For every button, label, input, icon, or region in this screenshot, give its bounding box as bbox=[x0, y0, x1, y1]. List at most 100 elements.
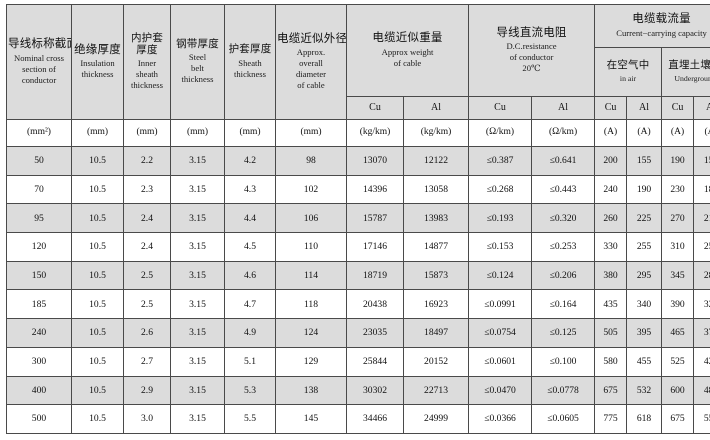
table-cell: 4.9 bbox=[224, 318, 276, 348]
table-cell: 20438 bbox=[346, 289, 404, 320]
table-cell: 320 bbox=[693, 289, 710, 320]
header-steel-belt-thickness-en: Steel belt thickness bbox=[181, 52, 214, 85]
table-cell: 3.15 bbox=[170, 260, 225, 291]
unit-cell: (A) bbox=[594, 119, 628, 147]
table-cell: 390 bbox=[661, 289, 695, 320]
table-cell: 3.15 bbox=[170, 375, 225, 406]
table-cell: 102 bbox=[275, 174, 347, 205]
header-in-air: 在空气中 in air bbox=[594, 47, 663, 97]
table-cell: 330 bbox=[594, 232, 628, 262]
table-cell: 3.15 bbox=[170, 203, 225, 234]
unit-label: (kg/km) bbox=[359, 127, 391, 138]
table-cell: 190 bbox=[626, 174, 663, 205]
table-cell: 13058 bbox=[402, 174, 470, 205]
table-cell: 5.5 bbox=[224, 404, 276, 434]
table-cell: ≤0.641 bbox=[531, 146, 596, 176]
table-cell: ≤0.153 bbox=[468, 232, 533, 262]
table-cell: 98 bbox=[275, 146, 347, 176]
table-cell: 10.5 bbox=[71, 404, 124, 434]
table-cell: 10.5 bbox=[71, 289, 124, 320]
header-inner-sheath-thickness: 内护套 厚度 Inner sheath thickness bbox=[123, 4, 171, 120]
cell-nominal-cross-section: 70 bbox=[6, 174, 72, 205]
table-row: 400 10.5 2.9 3.15 5.3 138 30302 22713 ≤0.0470 ≤0.… bbox=[6, 375, 710, 406]
cell-nominal-cross-section: 400 bbox=[6, 375, 72, 406]
cell-nominal-cross-section: 50 bbox=[6, 146, 72, 176]
table-cell: 395 bbox=[626, 318, 663, 348]
table-cell: ≤0.0754 bbox=[468, 318, 533, 348]
unit-cell: (mm) bbox=[224, 119, 276, 147]
header-weight-cu: Cu bbox=[346, 96, 404, 120]
header-air-cu: Cu bbox=[594, 96, 628, 120]
header-inner-sheath-thickness-cn: 内护套 厚度 bbox=[130, 32, 164, 56]
table-cell: ≤0.0991 bbox=[468, 289, 533, 320]
table-cell: 150 bbox=[693, 146, 710, 176]
header-current-carrying-capacity: 电缆载流量 Current−carrying capacity bbox=[594, 4, 710, 48]
table-cell: 465 bbox=[661, 318, 695, 348]
table-cell: 106 bbox=[275, 203, 347, 234]
unit-cell: (Ω/km) bbox=[531, 119, 596, 147]
cell-nominal-cross-section: 120 bbox=[6, 232, 72, 262]
unit-label: (mm²) bbox=[27, 127, 51, 138]
table-cell: 3.15 bbox=[170, 346, 225, 377]
table-cell: ≤0.0366 bbox=[468, 404, 533, 434]
table-cell: 12122 bbox=[402, 146, 470, 176]
table-cell: ≤0.193 bbox=[468, 203, 533, 234]
header-nominal-cross-section: 导线标称截面 Nominal cross section of conducto… bbox=[6, 4, 72, 120]
table-row: 185 10.5 2.5 3.15 4.7 118 20438 16923 ≤0.0991 ≤0.… bbox=[6, 289, 710, 320]
table-body: 50 10.5 2.2 3.15 4.2 98 13070 12122 ≤0.387 ≤0.641… bbox=[6, 146, 710, 434]
header-in-air-en: in air bbox=[619, 73, 637, 83]
table-cell: 380 bbox=[594, 260, 628, 291]
table-cell: 435 bbox=[594, 289, 628, 320]
header-row-units: (mm²) (mm) (mm) (mm) (mm) (mm) (kg/km) (… bbox=[6, 119, 710, 147]
table-cell: 230 bbox=[661, 174, 695, 205]
table-cell: 25844 bbox=[346, 346, 404, 377]
header-weight-al: Al bbox=[402, 96, 470, 120]
unit-cell: (mm²) bbox=[6, 119, 72, 147]
table-cell: 23035 bbox=[346, 318, 404, 348]
cell-nominal-cross-section: 150 bbox=[6, 260, 72, 291]
table-cell: 129 bbox=[275, 346, 347, 377]
table-cell: 13983 bbox=[402, 203, 470, 234]
header-row-groups: 导线标称截面 Nominal cross section of conducto… bbox=[6, 4, 710, 120]
table-cell: ≤0.164 bbox=[531, 289, 596, 320]
unit-cell: (mm) bbox=[170, 119, 225, 147]
table-cell: 138 bbox=[275, 375, 347, 406]
header-current-carrying-capacity-en: Current−carrying capacity bbox=[616, 27, 707, 38]
table-cell: 4.7 bbox=[224, 289, 276, 320]
header-approx-weight-en: Approx weight of cable bbox=[381, 46, 434, 68]
table-cell: 4.5 bbox=[224, 232, 276, 262]
unit-label: (Ω/km) bbox=[548, 127, 578, 138]
table-row: 150 10.5 2.5 3.15 4.6 114 18719 15873 ≤0.124 ≤0.2… bbox=[6, 260, 710, 291]
unit-label: (mm) bbox=[86, 127, 109, 138]
table-cell: 618 bbox=[626, 404, 663, 434]
table-cell: 10.5 bbox=[71, 203, 124, 234]
table-cell: 340 bbox=[626, 289, 663, 320]
table-cell: 420 bbox=[693, 346, 710, 377]
header-underground: 直埋土壤中 Underground bbox=[661, 47, 710, 97]
unit-label: (Ω/km) bbox=[485, 127, 515, 138]
table-cell: 2.9 bbox=[123, 375, 171, 406]
unit-label: (A) bbox=[704, 127, 710, 138]
table-cell: 10.5 bbox=[71, 346, 124, 377]
table-cell: 255 bbox=[626, 232, 663, 262]
table-cell: 345 bbox=[661, 260, 695, 291]
table-cell: 17146 bbox=[346, 232, 404, 262]
table-cell: ≤0.0605 bbox=[531, 404, 596, 434]
unit-cell: (Ω/km) bbox=[468, 119, 533, 147]
unit-label: (A) bbox=[670, 127, 685, 138]
unit-label: (mm) bbox=[186, 127, 209, 138]
table-cell: 10.5 bbox=[71, 232, 124, 262]
table-cell: 22713 bbox=[402, 375, 470, 406]
table-cell: 2.7 bbox=[123, 346, 171, 377]
cell-nominal-cross-section: 240 bbox=[6, 318, 72, 348]
table-cell: 550 bbox=[693, 404, 710, 434]
unit-cell: (mm) bbox=[71, 119, 124, 147]
table-cell: 2.4 bbox=[123, 203, 171, 234]
unit-label: (A) bbox=[637, 127, 651, 138]
table-cell: 10.5 bbox=[71, 318, 124, 348]
table-cell: 270 bbox=[661, 203, 695, 234]
header-underground-cu: Cu bbox=[661, 96, 695, 120]
table-cell: 24999 bbox=[402, 404, 470, 434]
table-cell: 18719 bbox=[346, 260, 404, 291]
